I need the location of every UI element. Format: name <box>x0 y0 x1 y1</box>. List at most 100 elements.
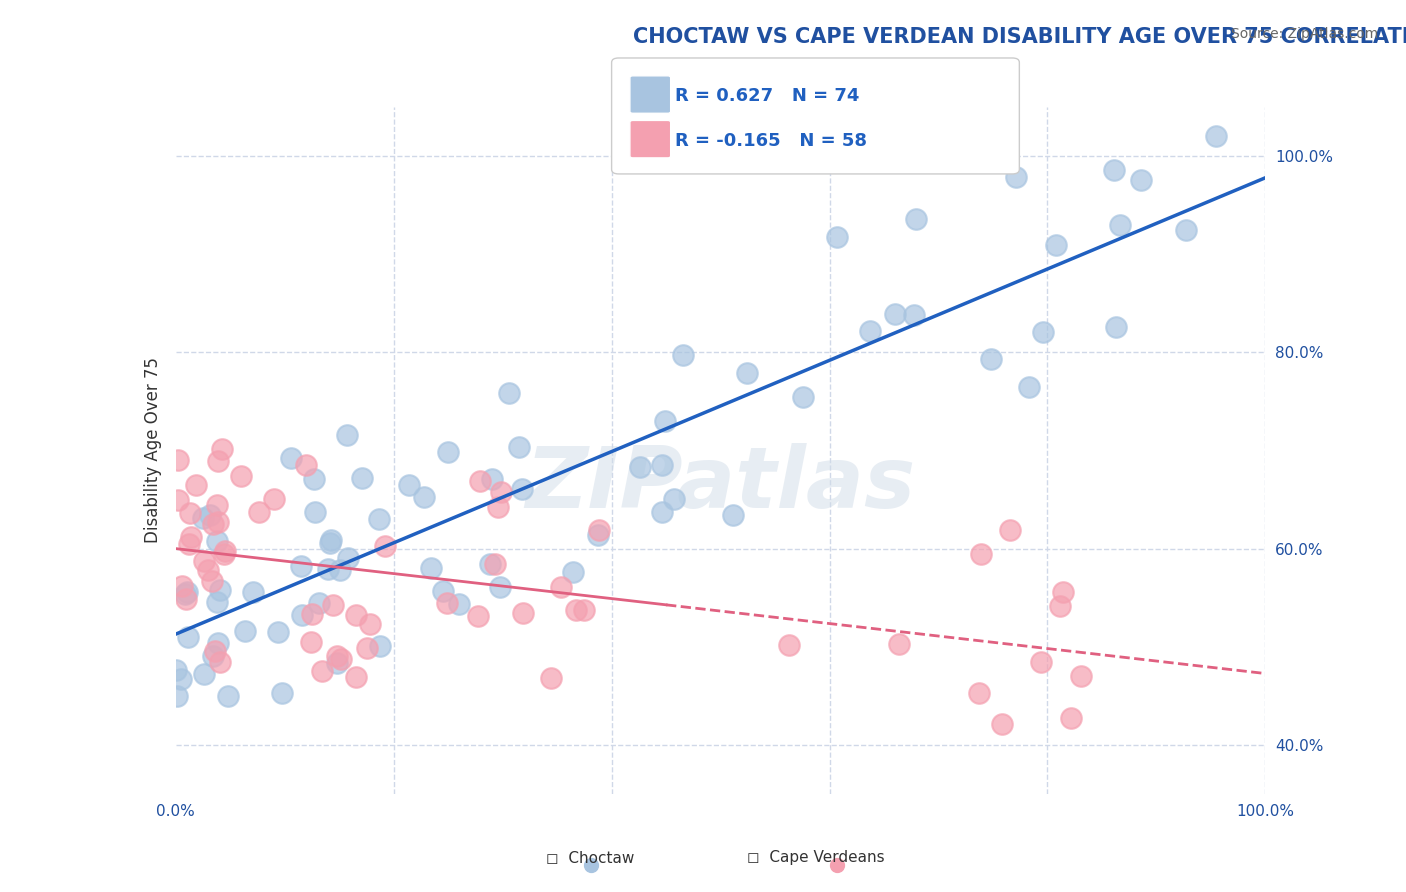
Point <box>484 557 506 571</box>
Point <box>420 561 443 575</box>
Point <box>1045 237 1067 252</box>
Point <box>1004 170 1026 185</box>
Point <box>200 574 222 588</box>
Point <box>193 554 215 568</box>
Point <box>572 602 595 616</box>
Point <box>186 478 208 492</box>
Point <box>214 543 236 558</box>
Point <box>330 652 353 666</box>
Point <box>180 530 202 544</box>
Point <box>231 468 253 483</box>
Point <box>191 511 214 525</box>
Point <box>321 533 343 547</box>
Text: ZIPatlas: ZIPatlas <box>526 443 915 526</box>
Point <box>479 557 502 571</box>
Point <box>267 624 290 639</box>
Point <box>166 492 188 507</box>
Point <box>1108 218 1130 232</box>
Point <box>447 597 470 611</box>
Point <box>368 639 391 653</box>
Text: R = 0.627   N = 74: R = 0.627 N = 74 <box>675 87 859 105</box>
Point <box>468 475 491 489</box>
Point <box>249 505 271 519</box>
Point <box>301 607 323 621</box>
Point <box>169 672 191 686</box>
Point <box>177 536 200 550</box>
Point <box>242 585 264 599</box>
Point <box>299 635 322 649</box>
Point <box>200 508 222 522</box>
Point <box>308 597 330 611</box>
Point <box>887 637 910 651</box>
Point <box>550 580 572 594</box>
Point <box>177 631 200 645</box>
Point <box>344 608 367 623</box>
Point <box>491 484 513 499</box>
Point <box>903 308 925 322</box>
Point <box>356 641 378 656</box>
Point <box>1205 129 1227 144</box>
Point <box>325 656 347 670</box>
Point <box>628 459 651 474</box>
Point <box>359 617 381 632</box>
Point <box>508 441 530 455</box>
Point <box>329 563 352 577</box>
Point <box>1175 223 1198 237</box>
Point <box>166 452 188 467</box>
Point <box>204 644 226 658</box>
Point <box>336 428 359 442</box>
Point <box>650 458 672 472</box>
Point <box>413 491 436 505</box>
Point <box>561 565 583 579</box>
Point <box>980 351 1002 366</box>
Point <box>1070 669 1092 683</box>
Point <box>1060 711 1083 725</box>
Point <box>792 390 814 404</box>
Text: R = -0.165   N = 58: R = -0.165 N = 58 <box>675 132 868 150</box>
Text: ◻  Choctaw: ◻ Choctaw <box>547 850 634 865</box>
Point <box>319 536 342 550</box>
Point <box>398 478 420 492</box>
Point <box>217 689 239 703</box>
Point <box>207 636 229 650</box>
Point <box>967 686 990 700</box>
Point <box>588 523 610 537</box>
Point <box>208 583 231 598</box>
Point <box>205 595 228 609</box>
Point <box>176 585 198 599</box>
Point <box>304 505 326 519</box>
Point <box>166 689 188 703</box>
Text: Source: ZipAtlas.com: Source: ZipAtlas.com <box>1230 27 1378 41</box>
Point <box>436 596 458 610</box>
Point <box>367 512 389 526</box>
Point <box>1052 585 1074 599</box>
Point <box>486 500 509 514</box>
Point <box>778 638 800 652</box>
Point <box>280 451 302 466</box>
Point <box>662 492 685 507</box>
Point <box>176 591 198 606</box>
Point <box>588 527 610 541</box>
Point <box>311 664 333 678</box>
Point <box>1029 655 1052 669</box>
Point <box>214 547 236 561</box>
Point <box>290 559 312 574</box>
Point <box>1018 380 1040 394</box>
Point <box>672 348 695 362</box>
Point <box>498 385 520 400</box>
Point <box>193 667 215 681</box>
Point <box>510 483 533 497</box>
Point <box>344 670 367 684</box>
Point <box>202 517 225 532</box>
Point <box>1105 320 1128 334</box>
Point <box>735 366 758 380</box>
Point <box>325 649 347 664</box>
Point <box>654 414 676 428</box>
Point <box>337 551 360 566</box>
Point <box>1049 599 1071 613</box>
Text: CHOCTAW VS CAPE VERDEAN DISABILITY AGE OVER 75 CORRELATION CHART: CHOCTAW VS CAPE VERDEAN DISABILITY AGE O… <box>633 27 1406 46</box>
Point <box>432 584 454 599</box>
Point <box>205 498 228 512</box>
Point <box>884 307 907 321</box>
Point <box>322 598 344 612</box>
